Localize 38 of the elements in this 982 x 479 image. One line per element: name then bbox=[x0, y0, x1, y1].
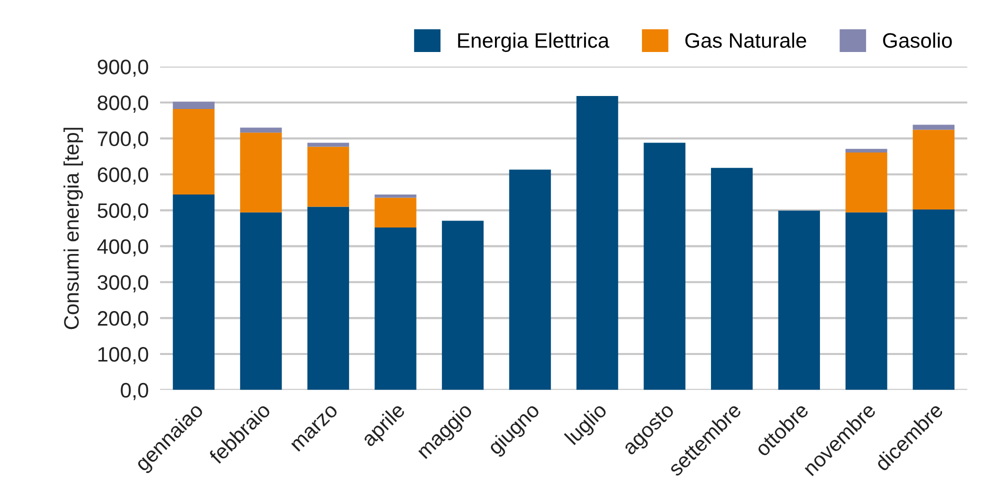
bar bbox=[307, 206, 350, 390]
bar bbox=[307, 142, 350, 147]
bar bbox=[912, 124, 954, 130]
y-tick-label: 700,0 bbox=[98, 131, 148, 149]
bar bbox=[576, 96, 618, 390]
y-tick-label: 600,0 bbox=[98, 167, 148, 185]
bar bbox=[307, 146, 350, 207]
y-tick-label: 100,0 bbox=[98, 346, 148, 364]
y-tick-label: 500,0 bbox=[98, 203, 148, 220]
bar bbox=[778, 210, 820, 390]
bar bbox=[374, 194, 416, 198]
y-tick-label: 0,0 bbox=[120, 382, 148, 400]
bar bbox=[846, 152, 888, 212]
bar bbox=[240, 128, 282, 133]
y-tick-label: 300,0 bbox=[98, 275, 148, 292]
y-tick-label: 200,0 bbox=[98, 311, 148, 328]
bar bbox=[710, 168, 753, 390]
bar bbox=[644, 142, 686, 390]
bar bbox=[846, 148, 888, 152]
bar bbox=[240, 212, 282, 390]
bar bbox=[912, 130, 954, 210]
y-tick-label: 800,0 bbox=[98, 96, 148, 113]
bar bbox=[172, 108, 215, 194]
legend-label: Energia Elettrica bbox=[458, 32, 610, 52]
legend-label: Gas Naturale bbox=[685, 32, 806, 48]
bar bbox=[912, 210, 954, 390]
y-tick-label: 900,0 bbox=[98, 60, 148, 77]
bar bbox=[172, 102, 215, 109]
bar bbox=[240, 132, 282, 212]
bar bbox=[172, 194, 215, 390]
bar bbox=[374, 228, 416, 390]
bar bbox=[442, 220, 484, 390]
y-axis-title: Consumi energia [tep] bbox=[64, 128, 83, 330]
bar bbox=[374, 198, 416, 228]
bar bbox=[509, 170, 551, 390]
legend-label: Gasolio bbox=[883, 32, 952, 48]
bar bbox=[846, 212, 888, 390]
y-tick-label: 400,0 bbox=[97, 239, 148, 256]
